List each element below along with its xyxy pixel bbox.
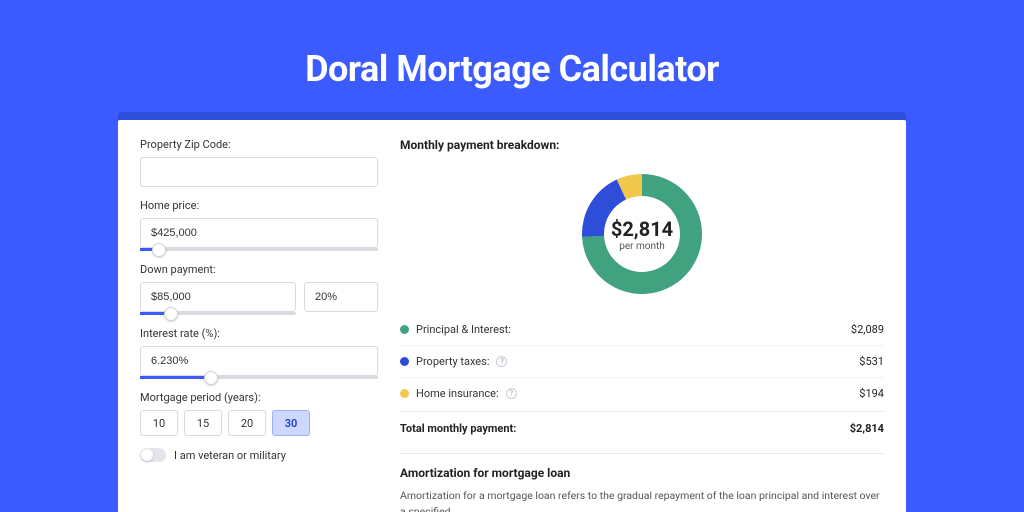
breakdown-title: Monthly payment breakdown:: [400, 138, 884, 152]
legend-swatch: [400, 325, 409, 334]
veteran-label: I am veteran or military: [174, 449, 286, 462]
legend-row: Principal & Interest: $2,089: [400, 314, 884, 346]
home-price-input[interactable]: [140, 218, 378, 248]
legend-swatch: [400, 357, 409, 366]
toggle-knob: [141, 449, 153, 461]
card-shadow: [118, 112, 906, 120]
info-icon[interactable]: ?: [506, 388, 517, 399]
calculator-card: Property Zip Code: Home price: Down paym…: [118, 120, 906, 512]
page-title: Doral Mortgage Calculator: [0, 0, 1024, 112]
donut-chart: $2,814 per month: [400, 164, 884, 304]
donut-center: $2,814 per month: [611, 217, 673, 252]
period-label: Mortgage period (years):: [140, 391, 378, 404]
period-option-20[interactable]: 20: [228, 410, 266, 436]
amortization-section: Amortization for mortgage loan Amortizat…: [400, 453, 884, 512]
total-row: Total monthly payment: $2,814: [400, 411, 884, 447]
breakdown-panel: Monthly payment breakdown: $2,814 per mo…: [400, 138, 884, 512]
down-payment-pct-input[interactable]: [304, 282, 378, 312]
home-price-group: Home price:: [140, 199, 378, 251]
zip-group: Property Zip Code:: [140, 138, 378, 187]
legend-value: $2,089: [851, 323, 884, 336]
donut-center-sub: per month: [611, 241, 673, 252]
interest-rate-input[interactable]: [140, 346, 378, 376]
down-payment-label: Down payment:: [140, 263, 378, 276]
period-options: 10152030: [140, 410, 378, 436]
legend-label: Property taxes:: [416, 355, 489, 368]
info-icon[interactable]: ?: [496, 356, 507, 367]
home-price-slider[interactable]: [140, 248, 378, 251]
legend-row: Home insurance:? $194: [400, 378, 884, 409]
legend-label: Principal & Interest:: [416, 323, 511, 336]
legend-value: $194: [859, 387, 884, 400]
veteran-row: I am veteran or military: [140, 448, 378, 462]
down-payment-group: Down payment:: [140, 263, 378, 315]
legend-label: Home insurance:: [416, 387, 499, 400]
down-payment-input[interactable]: [140, 282, 296, 312]
slider-thumb[interactable]: [204, 371, 218, 385]
form-panel: Property Zip Code: Home price: Down paym…: [140, 138, 378, 512]
interest-rate-slider[interactable]: [140, 376, 378, 379]
legend-value: $531: [859, 355, 884, 368]
zip-label: Property Zip Code:: [140, 138, 378, 151]
slider-thumb[interactable]: [152, 243, 166, 257]
slider-thumb[interactable]: [164, 307, 178, 321]
down-payment-slider[interactable]: [140, 312, 296, 315]
period-option-15[interactable]: 15: [184, 410, 222, 436]
total-label: Total monthly payment:: [400, 422, 516, 435]
veteran-toggle[interactable]: [140, 448, 166, 462]
amortization-title: Amortization for mortgage loan: [400, 466, 884, 480]
legend: Principal & Interest: $2,089 Property taxe…: [400, 314, 884, 409]
period-option-30[interactable]: 30: [272, 410, 310, 436]
donut-center-value: $2,814: [611, 217, 673, 241]
legend-swatch: [400, 389, 409, 398]
period-group: Mortgage period (years): 10152030: [140, 391, 378, 436]
interest-rate-label: Interest rate (%):: [140, 327, 378, 340]
home-price-label: Home price:: [140, 199, 378, 212]
amortization-body: Amortization for a mortgage loan refers …: [400, 488, 884, 512]
legend-row: Property taxes:? $531: [400, 346, 884, 378]
total-value: $2,814: [850, 422, 884, 435]
interest-rate-group: Interest rate (%):: [140, 327, 378, 379]
zip-input[interactable]: [140, 157, 378, 187]
period-option-10[interactable]: 10: [140, 410, 178, 436]
